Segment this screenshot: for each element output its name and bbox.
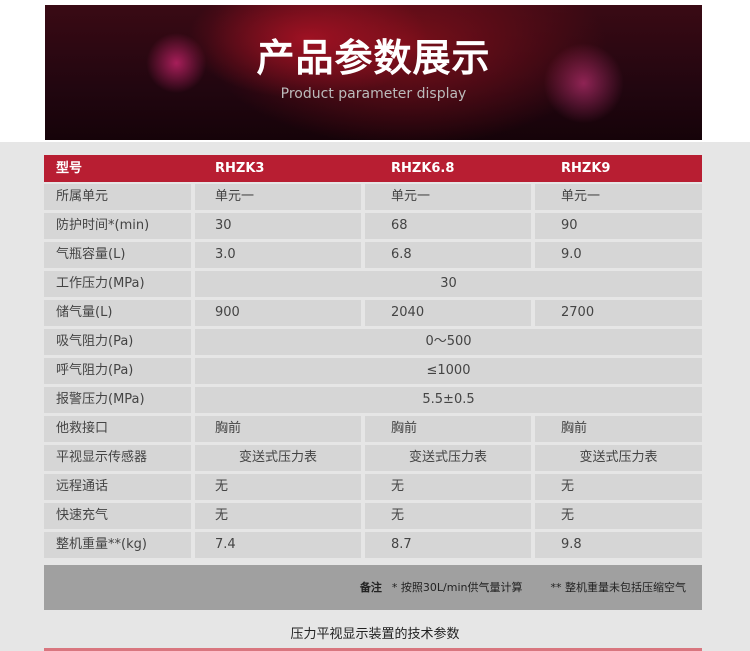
table-cell: 单元一 [195, 184, 361, 210]
banner: 产品参数展示 Product parameter display [45, 5, 702, 140]
table-cell: 胸前 [535, 416, 702, 442]
table-row: 远程通话无无无 [44, 474, 702, 500]
divider [44, 648, 702, 651]
notes-label: 备注 [359, 580, 382, 594]
table-cell: 900 [195, 300, 361, 326]
header-cell: RHZK3 [215, 161, 265, 176]
table-cell: 平视显示传感器 [44, 445, 191, 471]
table-cell: 8.7 [365, 532, 531, 558]
banner-text: 产品参数展示 Product parameter display [45, 35, 702, 103]
table-row: 工作压力(MPa) 30 [44, 271, 702, 297]
table-cell: 变送式压力表 [535, 445, 702, 471]
table-row: 储气量(L) 900 2040 2700 [44, 300, 702, 326]
table-cell: 所属单元 [44, 184, 191, 210]
table-cell: 无 [365, 474, 531, 500]
table-cell: 30 [195, 271, 702, 297]
table-cell: 90 [535, 213, 702, 239]
table-row: 所属单元 单元一 单元一 单元一 [44, 184, 702, 210]
table-row: 他救接口 胸前 胸前 胸前 [44, 416, 702, 442]
table-cell: 防护时间*(min) [44, 213, 191, 239]
table-cell: 9.0 [535, 242, 702, 268]
table-cell: 整机重量**(kg) [44, 532, 191, 558]
section-title: 压力平视显示装置的技术参数 [290, 627, 460, 642]
table-cell: 气瓶容量(L) [44, 242, 191, 268]
table-cell: 无 [195, 503, 361, 529]
banner-subtitle: Product parameter display [280, 86, 467, 102]
table-cell: 他救接口 [44, 416, 191, 442]
table-cell: 无 [535, 503, 702, 529]
table-cell: 5.5±0.5 [195, 387, 702, 413]
header-cell: RHZK9 [561, 161, 611, 176]
header-cell: 型号 [56, 161, 83, 176]
table-row: 呼气阻力(Pa) ≤1000 [44, 358, 702, 384]
notes-box: 备注 * 按照30L/min供气量计算 ** 整机重量未包括压缩空气 [44, 565, 702, 610]
table-cell: 无 [535, 474, 702, 500]
table-cell: 6.8 [365, 242, 531, 268]
table-cell: 2040 [365, 300, 531, 326]
table-cell: 胸前 [195, 416, 361, 442]
table-cell: 3.0 [195, 242, 361, 268]
table-row: 整机重量**(kg) 7.4 8.7 9.8 [44, 532, 702, 558]
table-cell: 2700 [535, 300, 702, 326]
table-cell: 胸前 [365, 416, 531, 442]
table-cell: 变送式压力表 [195, 445, 361, 471]
table-cell: 无 [365, 503, 531, 529]
banner-title: 产品参数展示 [256, 36, 491, 80]
table-row: 气瓶容量(L) 3.0 6.8 9.0 [44, 242, 702, 268]
header-cell: RHZK6.8 [391, 161, 455, 176]
table-cell: 呼气阻力(Pa) [44, 358, 191, 384]
table-cell: 吸气阻力(Pa) [44, 329, 191, 355]
table-cell: 变送式压力表 [365, 445, 531, 471]
note-1: * 按照30L/min供气量计算 [391, 580, 523, 594]
table-cell: 68 [365, 213, 531, 239]
table-cell: 0～500 [195, 329, 702, 355]
table-row: 报警压力(MPa) 5.5±0.5 [44, 387, 702, 413]
table-cell: 单元一 [535, 184, 702, 210]
table-cell: 无 [195, 474, 361, 500]
table-cell: 储气量(L) [44, 300, 191, 326]
table-cell: 单元一 [365, 184, 531, 210]
table-row: 吸气阻力(Pa) 0～500 [44, 329, 702, 355]
table-cell: ≤1000 [195, 358, 702, 384]
table-cell: 7.4 [195, 532, 361, 558]
parameter-section: 型号 RHZK3 RHZK6.8 RHZK9 所属单元 单元一 单元一 单元一 防护时间… [0, 142, 750, 651]
table-cell: 快速充气 [44, 503, 191, 529]
table-cell: 工作压力(MPa) [44, 271, 191, 297]
table-cell: 9.8 [535, 532, 702, 558]
table-row: 平视显示传感器 变送式压力表 变送式压力表 变送式压力表 [44, 445, 702, 471]
table-row: 防护时间*(min) 30 68 90 [44, 213, 702, 239]
note-2: ** 整机重量未包括压缩空气 [550, 580, 687, 594]
table-row: 快速充气无无无 [44, 503, 702, 529]
table-cell: 30 [195, 213, 361, 239]
top-area: 产品参数展示 Product parameter display [0, 0, 750, 142]
table-cell: 报警压力(MPa) [44, 387, 191, 413]
table-header: 型号 RHZK3 RHZK6.8 RHZK9 [44, 155, 702, 182]
table-cell: 远程通话 [44, 474, 191, 500]
